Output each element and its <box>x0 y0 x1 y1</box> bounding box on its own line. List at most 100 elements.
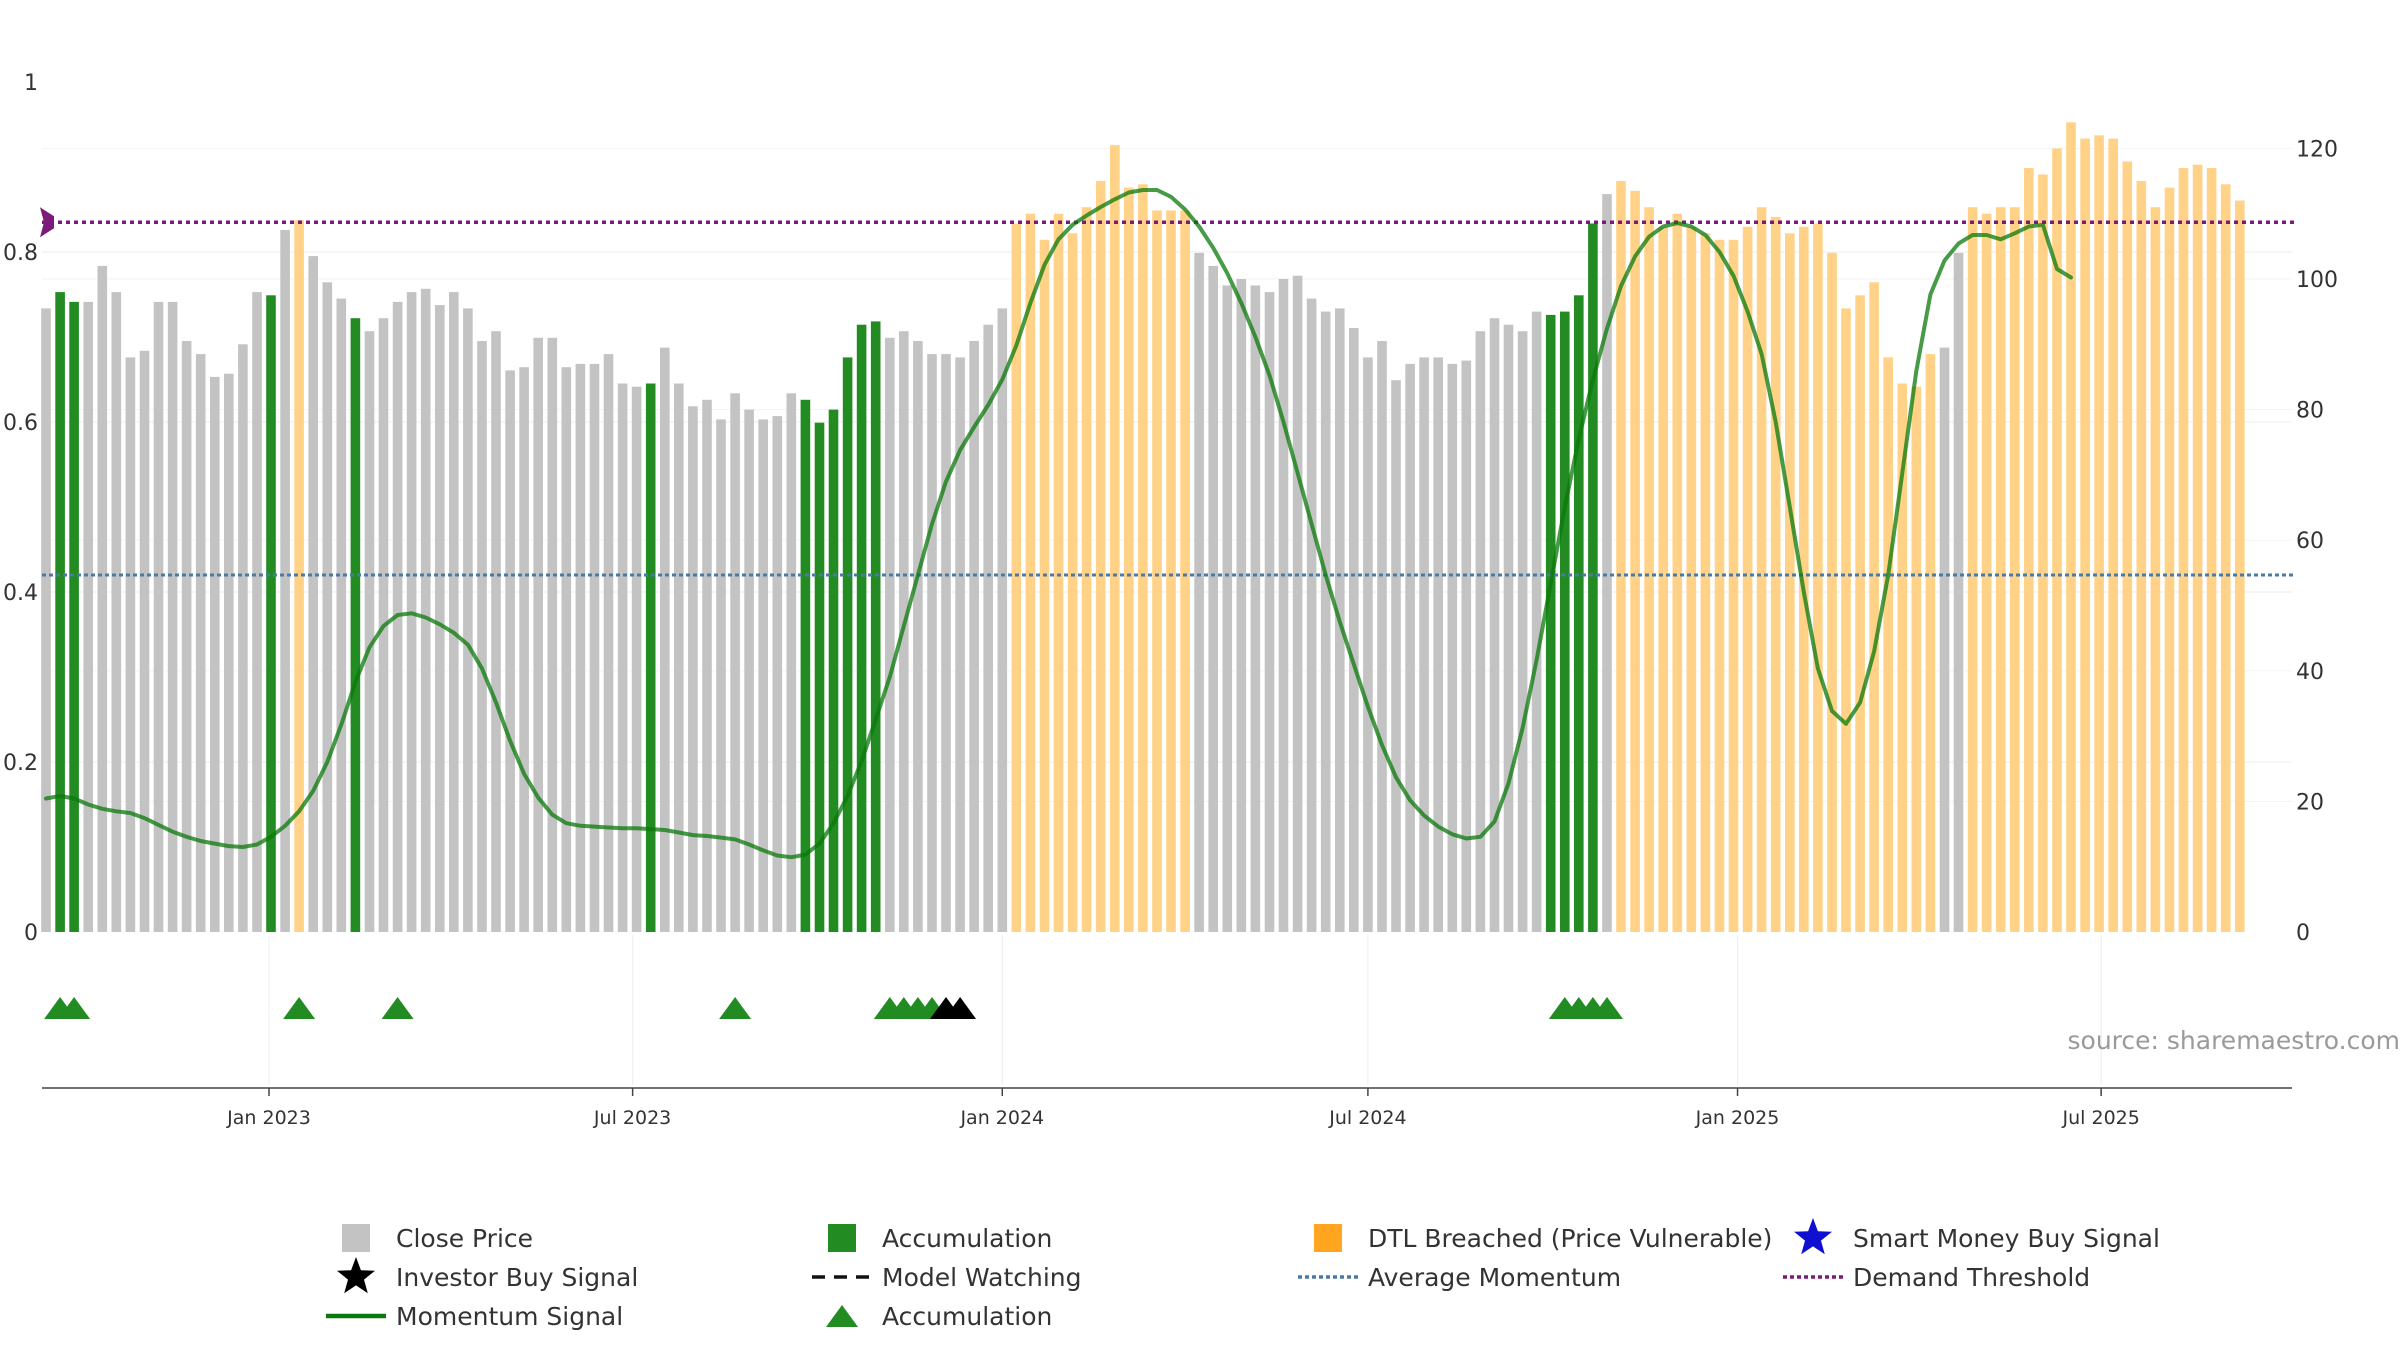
legend-label: Investor Buy Signal <box>396 1263 638 1292</box>
price-bar <box>1447 363 1458 932</box>
price-bar <box>561 367 572 932</box>
legend-item: DTL Breached (Price Vulnerable) <box>1314 1224 1772 1253</box>
price-bar <box>1644 207 1654 932</box>
left-tick-label: 0 <box>24 921 38 946</box>
price-bar <box>2066 122 2076 933</box>
legend-label: DTL Breached (Price Vulnerable) <box>1368 1224 1772 1253</box>
legend-item: Investor Buy Signal <box>396 1263 638 1292</box>
price-bar <box>575 363 586 932</box>
right-tick-label: 20 <box>2296 790 2324 815</box>
price-bar <box>744 409 754 933</box>
legend-item: Close Price <box>342 1224 533 1253</box>
price-bar <box>1700 233 1711 933</box>
price-bar <box>1756 207 1767 932</box>
price-bar <box>1841 308 1851 932</box>
price-bar <box>1686 226 1697 933</box>
price-bar <box>2010 207 2020 932</box>
price-bar <box>111 292 122 933</box>
price-bar <box>1053 213 1064 932</box>
price-bar <box>1602 194 1612 933</box>
price-bar <box>1925 354 1936 933</box>
price-bar <box>1799 226 1809 933</box>
price-bar <box>1124 187 1134 933</box>
price-bar <box>2178 168 2189 932</box>
accumulation-marker <box>719 997 752 1019</box>
left-tick-label: 1 <box>24 71 38 96</box>
price-bar <box>1349 328 1359 932</box>
price-bar <box>69 301 79 932</box>
price-bar <box>2192 164 2203 932</box>
price-bar <box>55 292 65 933</box>
price-bar <box>1785 233 1795 933</box>
left-tick-label: 0.2 <box>3 751 38 776</box>
price-bar <box>1363 357 1373 932</box>
signal-panel <box>44 997 1623 1019</box>
price-bar <box>1503 324 1514 932</box>
price-bar <box>1433 357 1443 932</box>
price-bar <box>2164 187 2175 933</box>
price-bar <box>2108 138 2118 933</box>
price-bar <box>1306 298 1317 933</box>
price-bar <box>97 265 108 932</box>
price-bar <box>730 393 740 932</box>
legend-square-icon <box>342 1224 370 1252</box>
price-bar <box>195 354 206 933</box>
price-bar <box>491 331 501 932</box>
price-bars <box>41 122 2245 933</box>
price-bar <box>1728 239 1739 933</box>
accumulation-marker <box>381 997 414 1019</box>
legend-item: Demand Threshold <box>1783 1263 2090 1292</box>
legend-square-icon <box>828 1224 856 1252</box>
price-bar <box>1039 239 1050 933</box>
right-tick-label: 100 <box>2296 268 2338 293</box>
price-bar <box>2122 161 2133 932</box>
left-tick-label: 0.8 <box>3 241 38 266</box>
x-tick-label: Jan 2023 <box>226 1107 311 1129</box>
price-bar <box>153 301 164 932</box>
price-bar <box>856 324 867 932</box>
price-bar <box>589 363 600 932</box>
price-bar <box>702 399 712 932</box>
right-tick-label: 60 <box>2296 529 2324 554</box>
legend-label: Smart Money Buy Signal <box>1853 1224 2160 1253</box>
price-bar <box>1419 357 1429 932</box>
price-bar <box>336 298 347 933</box>
price-bar <box>1461 360 1472 933</box>
legend-star-icon <box>337 1257 375 1294</box>
legend-label: Model Watching <box>882 1263 1082 1292</box>
momentum-signal-path <box>44 188 2073 860</box>
momentum-signal-line <box>44 188 2073 860</box>
legend-item: Accumulation <box>826 1302 1052 1331</box>
right-tick-label: 120 <box>2296 137 2338 162</box>
price-bar <box>1531 311 1542 933</box>
legend-label: Accumulation <box>882 1302 1052 1331</box>
price-bar <box>2038 174 2048 932</box>
price-bar <box>1995 207 2006 932</box>
price-bar <box>983 324 993 932</box>
price-bar <box>1981 213 1992 932</box>
price-bar <box>547 337 558 932</box>
investor-buy-marker <box>944 997 977 1019</box>
price-bar <box>294 220 304 932</box>
price-bar <box>1545 314 1556 932</box>
price-bar <box>167 301 178 932</box>
price-bar <box>885 337 895 932</box>
price-bar <box>955 357 965 932</box>
price-bar <box>645 383 656 932</box>
price-bar <box>1742 226 1753 933</box>
reference-lines <box>40 207 2296 577</box>
legend-item: Accumulation <box>828 1224 1052 1253</box>
price-bar <box>1095 181 1106 932</box>
price-bar <box>927 354 937 933</box>
price-bar <box>139 350 150 932</box>
price-bar <box>842 357 853 932</box>
price-bar <box>941 354 951 933</box>
price-bar <box>814 422 825 932</box>
x-tick-label: Jul 2023 <box>593 1107 671 1129</box>
price-bar <box>1250 285 1261 932</box>
price-bar <box>1166 210 1176 932</box>
price-bar <box>1405 363 1415 932</box>
price-bar <box>420 288 431 932</box>
price-bar <box>1939 347 1950 933</box>
accumulation-marker <box>1591 997 1623 1019</box>
